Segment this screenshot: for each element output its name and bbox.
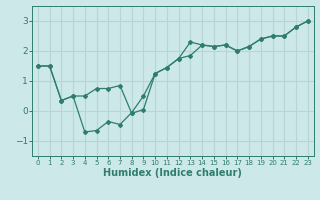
X-axis label: Humidex (Indice chaleur): Humidex (Indice chaleur) (103, 168, 242, 178)
